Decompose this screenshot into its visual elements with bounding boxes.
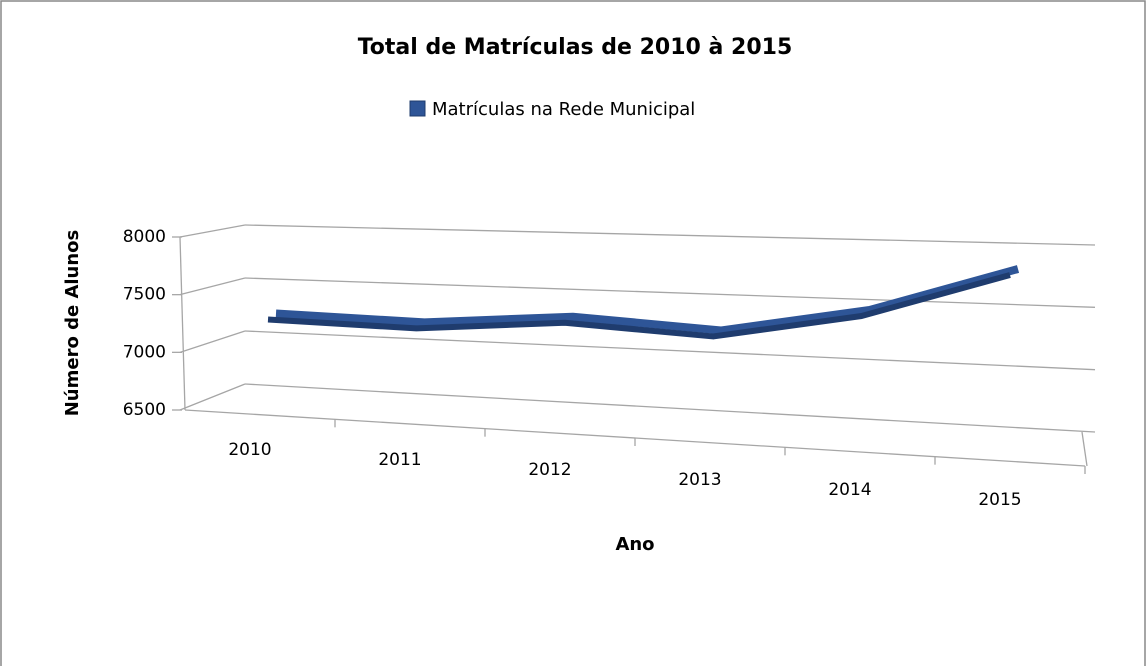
legend-label: Matrículas na Rede Municipal bbox=[432, 99, 695, 120]
y-tick-label: 7000 bbox=[123, 342, 166, 362]
series-ribbon-top bbox=[275, 265, 1020, 335]
series-line bbox=[267, 272, 1011, 340]
y-tick-label: 7500 bbox=[123, 285, 166, 305]
side-grid-line bbox=[179, 330, 246, 353]
legend-swatch bbox=[409, 100, 426, 117]
x-tick-label: 2014 bbox=[828, 480, 871, 500]
y-axis-line bbox=[179, 236, 186, 411]
side-grid-line bbox=[179, 224, 246, 238]
grid-line bbox=[244, 330, 1096, 371]
x-tick-label: 2013 bbox=[678, 470, 721, 490]
grid-line bbox=[244, 224, 1096, 246]
right-edge bbox=[1081, 431, 1088, 467]
grid-line bbox=[244, 383, 1096, 433]
x-axis-title: Ano bbox=[615, 534, 654, 555]
x-tick-label: 2010 bbox=[228, 440, 271, 460]
y-tick-label: 8000 bbox=[123, 227, 166, 247]
y-axis-title: Número de Alunos bbox=[62, 230, 83, 417]
side-grid-line bbox=[179, 277, 246, 296]
x-tick-label: 2015 bbox=[978, 490, 1021, 510]
grid-line bbox=[244, 277, 1096, 308]
y-tick-label: 6500 bbox=[123, 400, 166, 420]
x-tick-label: 2011 bbox=[378, 450, 421, 470]
side-grid-line bbox=[179, 383, 246, 411]
chart-title: Total de Matrículas de 2010 à 2015 bbox=[358, 35, 793, 60]
x-tick-label: 2012 bbox=[528, 460, 571, 480]
